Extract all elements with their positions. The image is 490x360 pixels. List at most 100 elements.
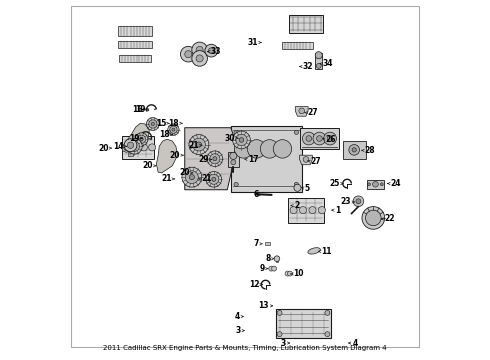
Text: 25: 25 [330,179,340,188]
Circle shape [193,138,205,151]
Circle shape [299,207,307,214]
Text: 31: 31 [247,38,258,47]
Circle shape [285,271,290,276]
Circle shape [352,148,356,152]
Circle shape [172,128,175,131]
Text: 16: 16 [132,105,142,114]
Circle shape [239,138,244,142]
Circle shape [192,42,207,58]
Text: 20: 20 [142,161,153,170]
Circle shape [349,145,360,155]
Text: 2: 2 [294,201,299,210]
Circle shape [234,130,238,134]
Circle shape [230,152,237,159]
Circle shape [309,207,316,214]
Bar [276,309,331,338]
Circle shape [196,55,203,62]
Text: 28: 28 [365,146,375,155]
Circle shape [124,139,137,152]
Text: 21: 21 [189,141,199,150]
Circle shape [274,256,280,261]
Circle shape [290,207,297,214]
Text: 12: 12 [249,280,259,289]
Bar [315,54,322,69]
Circle shape [315,52,322,59]
Circle shape [140,138,143,141]
Circle shape [260,140,279,158]
Circle shape [324,132,337,145]
Bar [231,126,302,192]
Circle shape [316,63,321,68]
Ellipse shape [308,248,320,254]
Circle shape [247,140,266,158]
Circle shape [212,177,216,181]
Text: 3: 3 [281,338,286,347]
Circle shape [380,183,383,186]
Text: 3: 3 [236,326,241,335]
Text: 29: 29 [198,155,208,164]
Bar [367,180,384,189]
Circle shape [318,207,325,214]
Circle shape [277,310,282,315]
Circle shape [234,140,253,158]
Circle shape [317,136,322,141]
Text: 32: 32 [303,62,313,71]
Circle shape [147,118,159,130]
Circle shape [207,151,222,167]
Circle shape [208,48,214,54]
Polygon shape [122,123,149,152]
Circle shape [192,51,207,66]
Circle shape [302,132,315,145]
Text: 4: 4 [353,338,358,347]
Circle shape [185,171,198,184]
Circle shape [269,266,274,271]
Circle shape [182,167,202,187]
Circle shape [135,133,148,145]
Text: 30: 30 [224,134,235,143]
Text: 34: 34 [323,59,334,68]
Text: 17: 17 [248,155,258,164]
Circle shape [366,210,381,226]
Circle shape [234,182,238,186]
Bar [300,128,339,149]
Text: 5: 5 [305,184,310,193]
Circle shape [189,135,209,154]
Circle shape [151,122,154,126]
Text: 20: 20 [98,144,109,153]
Circle shape [325,310,330,315]
Text: 22: 22 [384,215,395,224]
Text: 19: 19 [129,134,140,143]
Circle shape [356,199,361,204]
Text: 13: 13 [259,301,269,310]
Circle shape [196,142,201,147]
Text: 20: 20 [170,151,180,160]
Circle shape [288,271,293,276]
Circle shape [205,44,218,57]
Circle shape [273,140,292,158]
Circle shape [368,183,370,186]
Bar [343,141,366,159]
Text: 21: 21 [161,175,172,184]
Circle shape [170,126,177,133]
Circle shape [206,171,221,187]
Circle shape [209,174,219,184]
Text: 8: 8 [266,254,271,263]
Circle shape [372,181,378,187]
Polygon shape [185,128,236,190]
Circle shape [327,136,333,141]
Bar [276,256,278,261]
Text: 33: 33 [211,47,221,56]
Bar [289,15,323,33]
Circle shape [231,160,236,165]
Circle shape [306,136,312,141]
Circle shape [148,120,157,128]
Circle shape [271,266,276,271]
Circle shape [303,157,309,162]
Circle shape [137,135,146,143]
Circle shape [325,332,330,337]
Text: 21: 21 [202,175,212,184]
Circle shape [313,132,326,145]
Circle shape [180,46,196,62]
Circle shape [210,154,220,164]
Circle shape [299,108,305,114]
